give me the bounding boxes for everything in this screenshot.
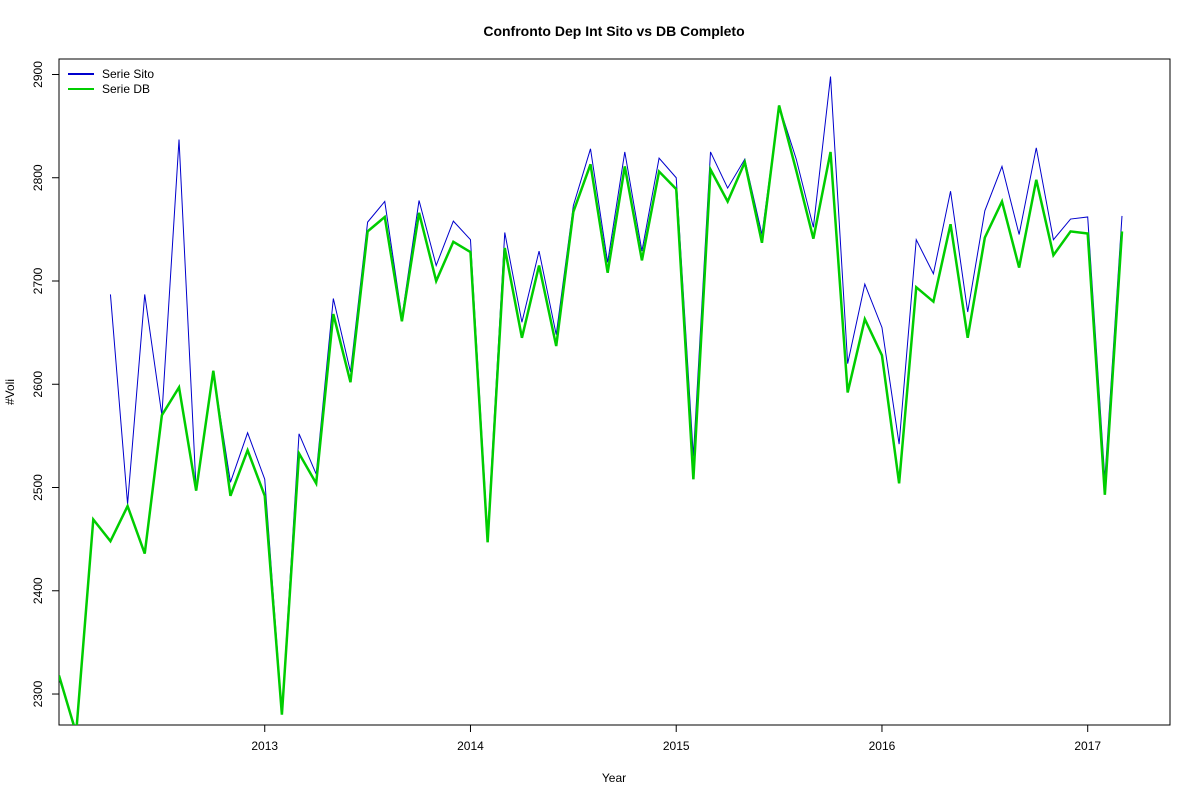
- x-tick-label: 2016: [869, 739, 896, 753]
- x-tick-label: 2017: [1074, 739, 1101, 753]
- y-tick-label: 2800: [31, 164, 45, 191]
- plot-frame: [58, 58, 1171, 726]
- y-tick-label: 2900: [31, 61, 45, 88]
- legend: Serie Sito Serie DB: [68, 67, 154, 96]
- y-axis-title: #Voli: [3, 379, 17, 405]
- legend-label-serie-db: Serie DB: [102, 82, 150, 96]
- x-axis: 2013 2014 2015 2016 2017: [251, 725, 1101, 753]
- y-tick-label: 2500: [31, 474, 45, 501]
- chart-title: Confronto Dep Int Sito vs DB Completo: [483, 23, 744, 39]
- x-tick-label: 2015: [663, 739, 690, 753]
- legend-label-serie-sito: Serie Sito: [102, 67, 154, 81]
- x-tick-label: 2013: [251, 739, 278, 753]
- y-tick-label: 2700: [31, 267, 45, 294]
- y-axis: 2300 2400 2500 2600 2700 2800 2900: [31, 61, 59, 707]
- y-tick-label: 2400: [31, 577, 45, 604]
- y-tick-label: 2300: [31, 680, 45, 707]
- series-line-serie-db: [59, 105, 1124, 725]
- series-layer: [59, 76, 1124, 725]
- x-tick-label: 2014: [457, 739, 484, 753]
- y-tick-label: 2600: [31, 371, 45, 398]
- x-axis-title: Year: [602, 771, 626, 785]
